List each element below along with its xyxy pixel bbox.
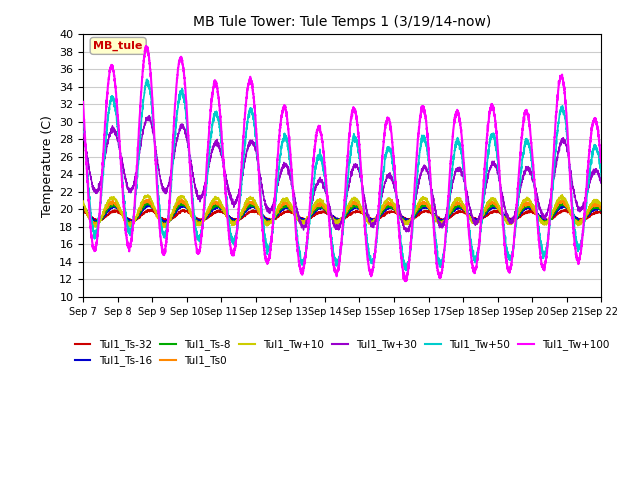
Text: MB_tule: MB_tule — [93, 41, 143, 51]
Y-axis label: Temperature (C): Temperature (C) — [40, 115, 54, 216]
Legend: Tul1_Ts-32, Tul1_Ts-16, Tul1_Ts-8, Tul1_Ts0, Tul1_Tw+10, Tul1_Tw+30, Tul1_Tw+50,: Tul1_Ts-32, Tul1_Ts-16, Tul1_Ts-8, Tul1_… — [70, 335, 614, 371]
Title: MB Tule Tower: Tule Temps 1 (3/19/14-now): MB Tule Tower: Tule Temps 1 (3/19/14-now… — [193, 15, 492, 29]
